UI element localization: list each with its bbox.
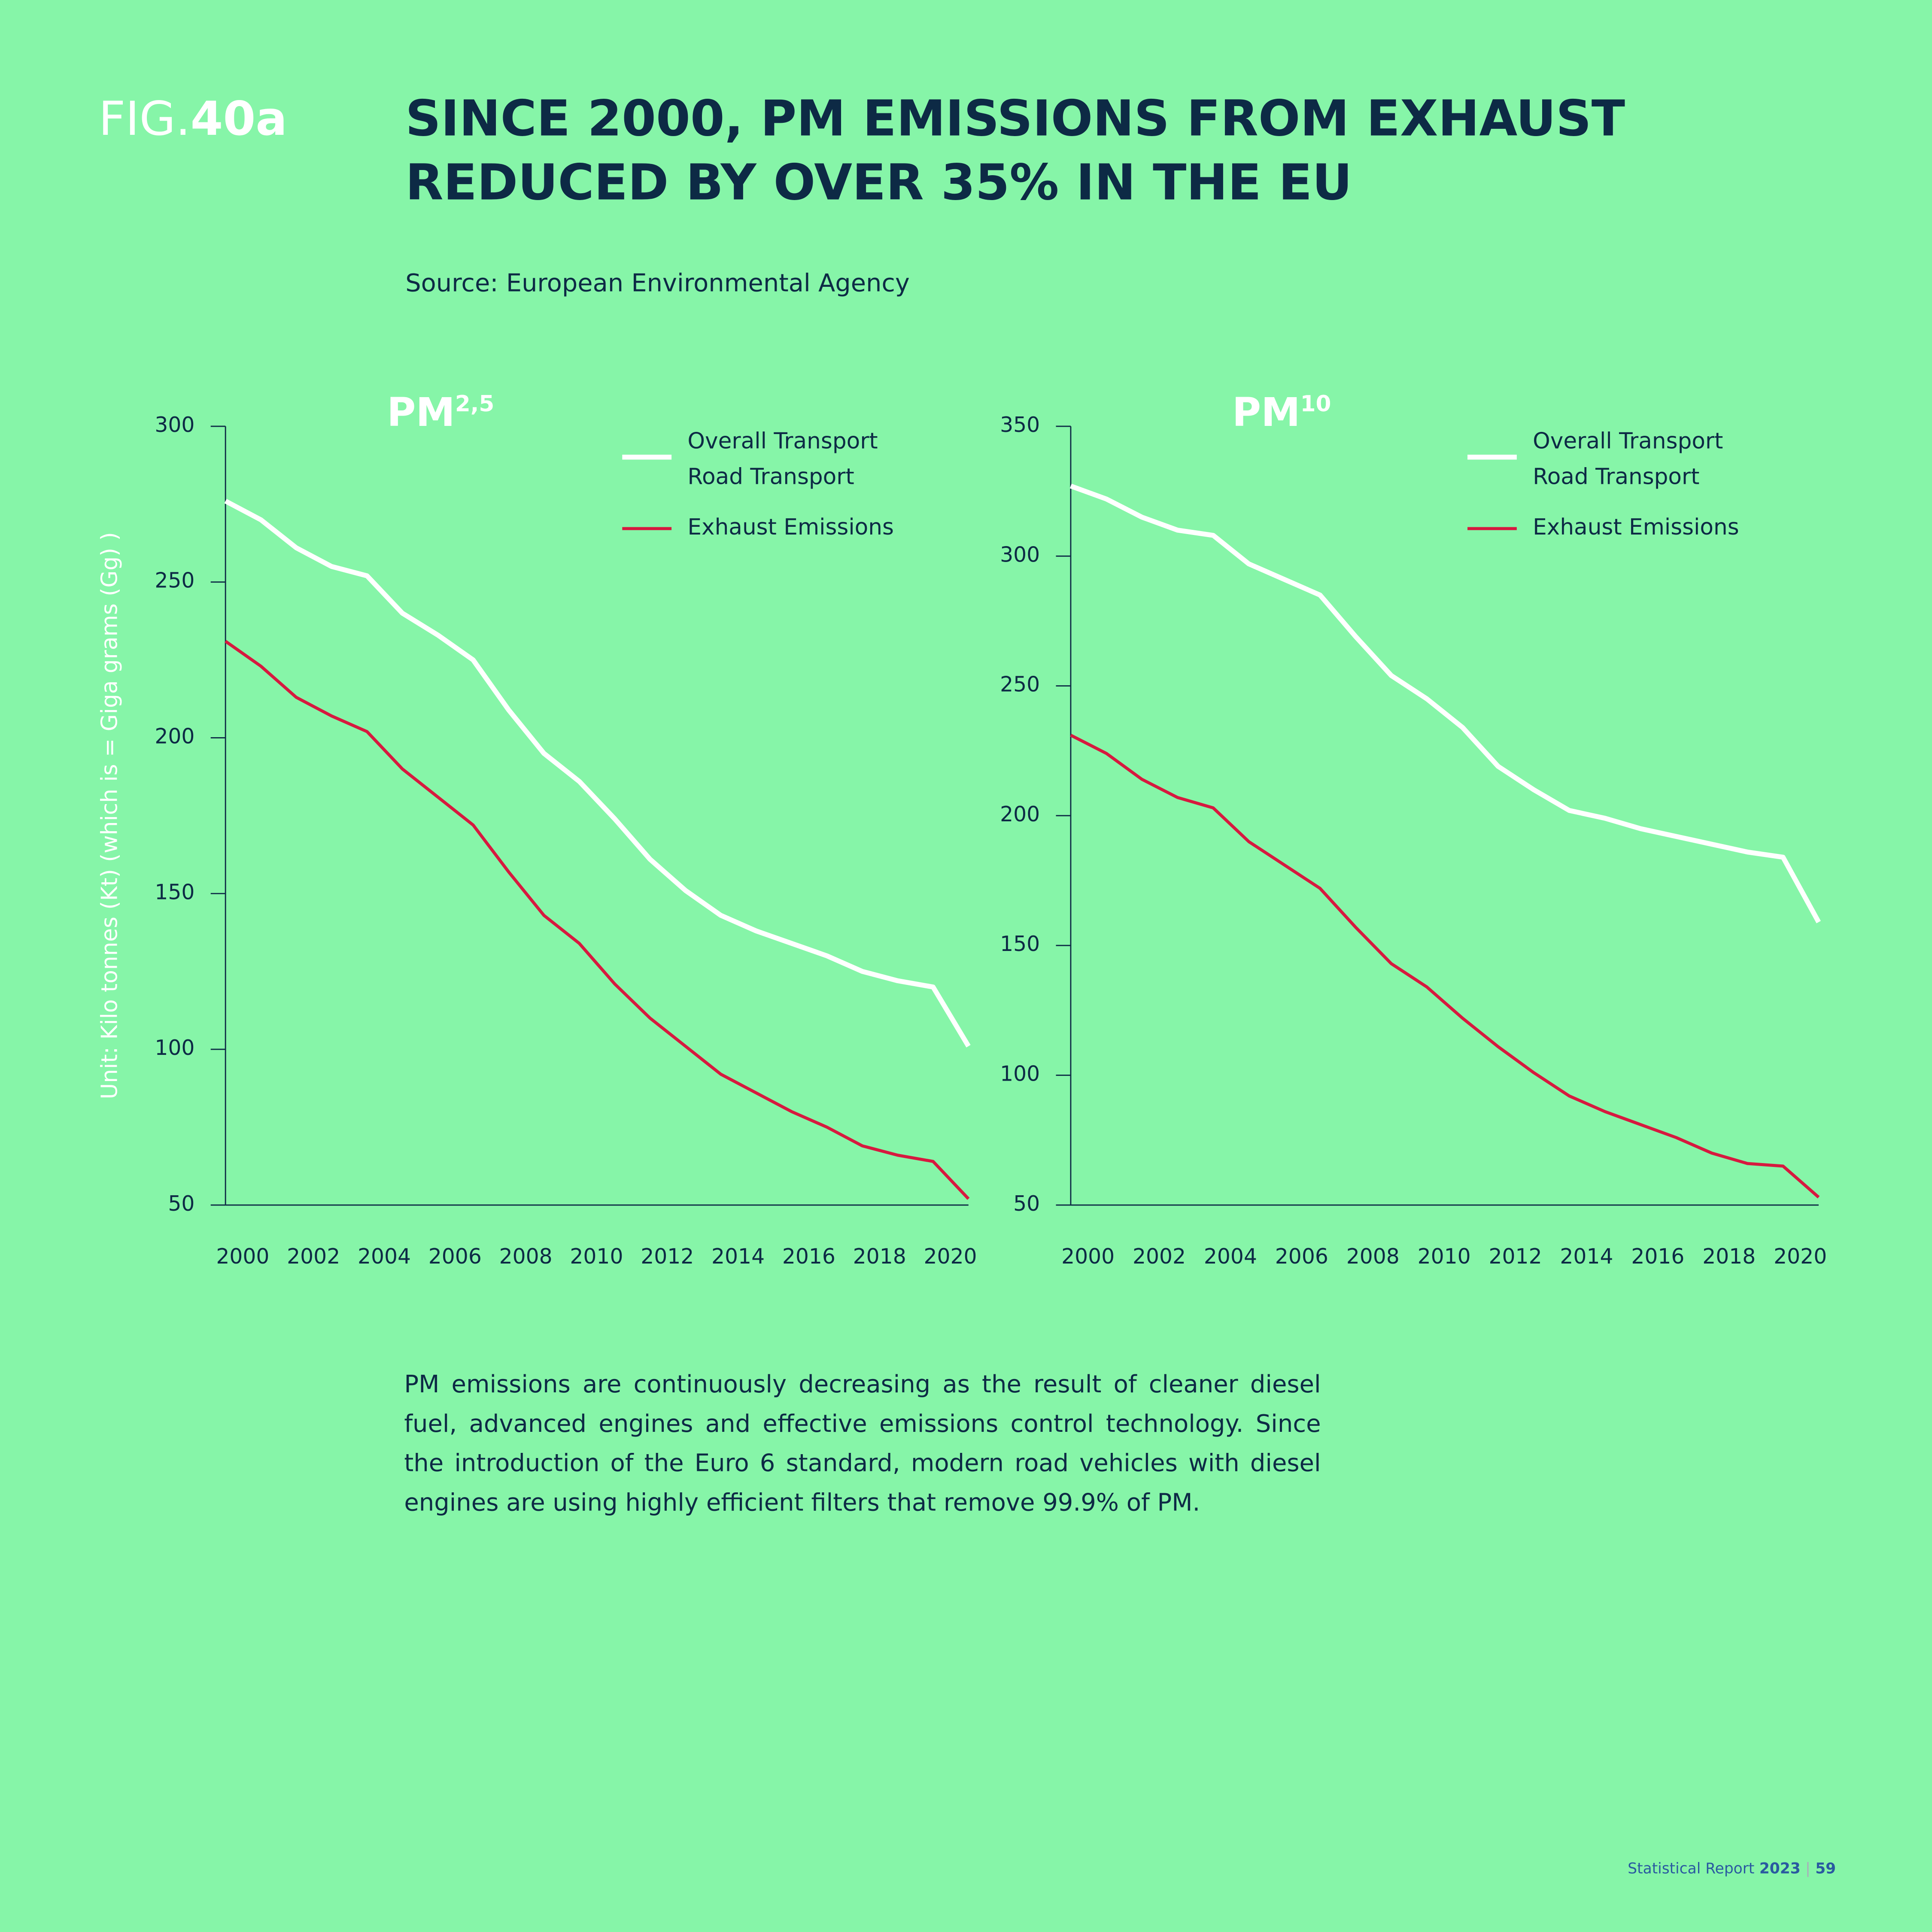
legend-label: Road Transport — [1533, 464, 1699, 490]
x-tick-label: 2012 — [1489, 1244, 1542, 1269]
heading-line: REDUCED BY OVER 35% IN THE EU — [405, 154, 1352, 212]
title-sup: 10 — [1300, 391, 1331, 417]
y-tick-label: 300 — [1000, 542, 1040, 567]
paragraph: PM emissions are continuously decreasing… — [404, 1370, 1321, 1517]
x-tick-label: 2004 — [358, 1244, 411, 1269]
series-line — [224, 499, 971, 1048]
x-tick-label: 2006 — [1275, 1244, 1328, 1269]
fig-label: FIG.40a — [99, 91, 287, 146]
chart-title: PM10 — [1232, 390, 1331, 436]
x-tick-label: 2004 — [1204, 1244, 1257, 1269]
title-main: PM — [1232, 390, 1300, 436]
legend-label: Road Transport — [687, 464, 854, 490]
x-tick-label: 2018 — [853, 1244, 906, 1269]
x-tick-label: 2002 — [287, 1244, 340, 1269]
x-tick-label: 2010 — [1418, 1244, 1471, 1269]
x-tick-label: 2014 — [711, 1244, 765, 1269]
series-line — [225, 640, 970, 1200]
x-tick-label: 2020 — [923, 1244, 977, 1269]
legend-label: Overall Transport — [687, 428, 878, 454]
footer: Statistical Report 2023 | 59 — [1628, 1860, 1836, 1877]
footer-year: 2023 — [1759, 1860, 1801, 1877]
x-tick-label: 2000 — [216, 1244, 269, 1269]
chart-title: PM2,5 — [387, 390, 494, 436]
y-tick-label: 250 — [155, 568, 194, 593]
x-tick-label: 2018 — [1702, 1244, 1756, 1269]
paragraph-box: PM emissions are continuously decreasing… — [404, 1370, 1321, 1517]
x-tick-label: 2020 — [1774, 1244, 1827, 1269]
x-tick-label: 2006 — [428, 1244, 482, 1269]
x-tick-label: 2016 — [782, 1244, 835, 1269]
fig-number: 40a — [191, 91, 287, 146]
x-tick-label: 2014 — [1560, 1244, 1613, 1269]
x-tick-label: 2008 — [1346, 1244, 1400, 1269]
fig-prefix: FIG. — [99, 91, 191, 146]
footer-label: Statistical Report — [1628, 1860, 1754, 1877]
y-tick-label: 50 — [168, 1191, 194, 1216]
y-tick-label: 150 — [1000, 932, 1040, 956]
y-tick-label: 150 — [155, 880, 194, 904]
series-line — [1070, 734, 1820, 1199]
y-tick-label: 50 — [1013, 1191, 1040, 1216]
footer-page: 59 — [1815, 1860, 1836, 1877]
y-tick-label: 200 — [1000, 802, 1040, 826]
x-tick-label: 2016 — [1631, 1244, 1684, 1269]
x-tick-label: 2010 — [570, 1244, 623, 1269]
x-tick-label: 2000 — [1061, 1244, 1115, 1269]
source: Source: European Environmental Agency — [405, 269, 910, 298]
y-tick-label: 250 — [1000, 672, 1040, 697]
y-axis-label: Unit: Kilo tonnes (Kt) (which is = Giga … — [97, 532, 122, 1099]
y-tick-label: 200 — [155, 724, 194, 748]
legend-label: Exhaust Emissions — [1533, 514, 1739, 540]
x-tick-label: 2012 — [641, 1244, 694, 1269]
legend-label: Overall Transport — [1533, 428, 1723, 454]
legend-label: Exhaust Emissions — [687, 514, 894, 540]
title-sup: 2,5 — [455, 391, 494, 417]
x-tick-label: 2008 — [499, 1244, 553, 1269]
y-tick-label: 100 — [1000, 1061, 1040, 1086]
y-tick-label: 350 — [1000, 413, 1040, 437]
title-main: PM — [387, 390, 455, 436]
x-tick-label: 2002 — [1133, 1244, 1186, 1269]
footer-sep: | — [1805, 1860, 1810, 1877]
y-tick-label: 100 — [155, 1036, 194, 1060]
series-line — [1069, 483, 1821, 923]
heading-line: SINCE 2000, PM EMISSIONS FROM EXHAUST — [405, 90, 1625, 147]
y-tick-label: 300 — [155, 413, 194, 437]
